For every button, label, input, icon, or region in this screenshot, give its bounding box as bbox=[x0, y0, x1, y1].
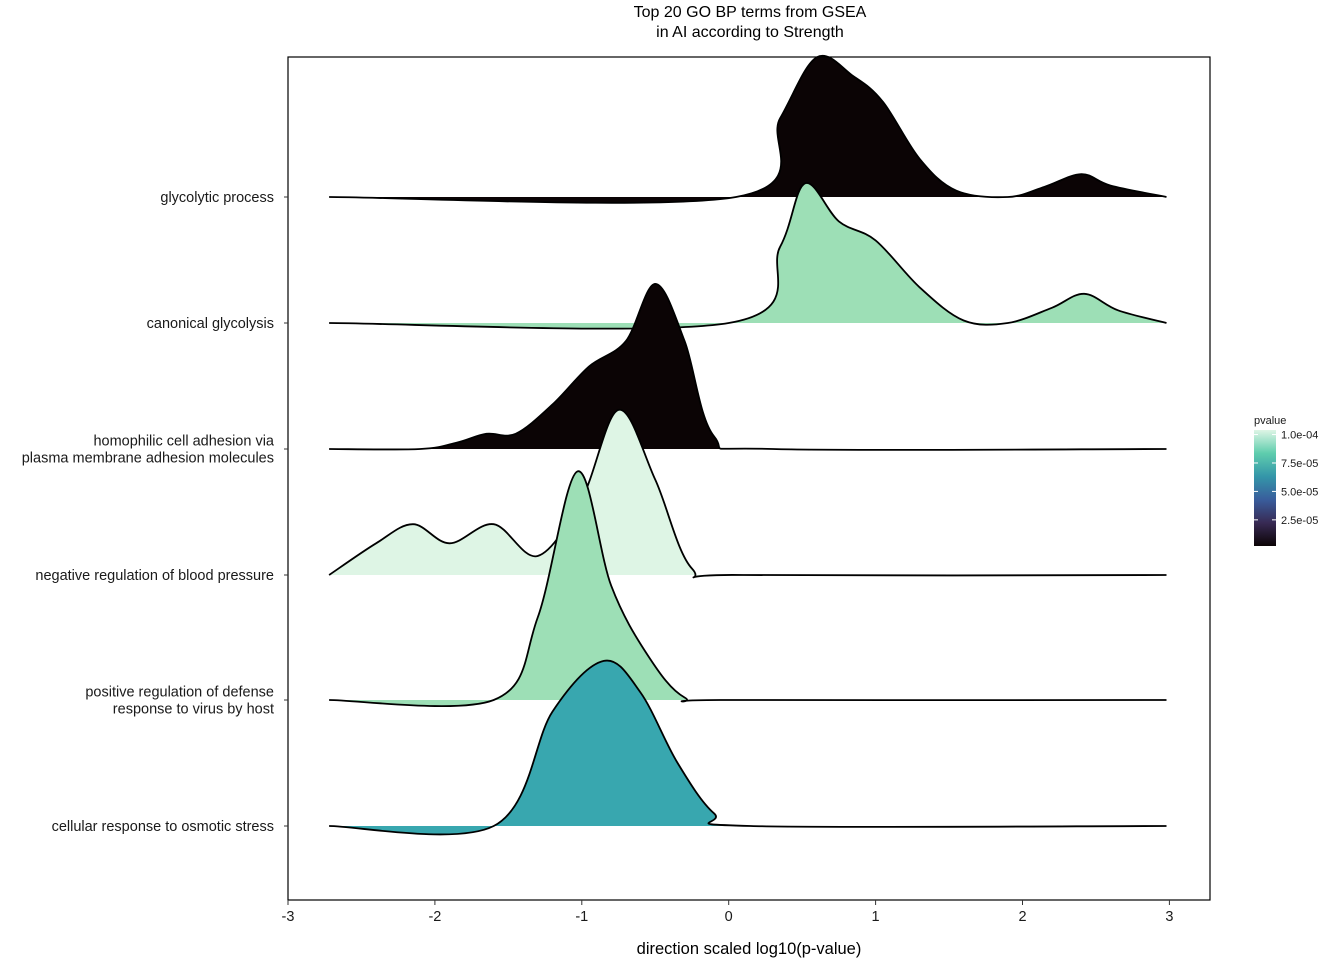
y-tick-label: positive regulation of defense response t… bbox=[85, 685, 274, 718]
x-axis-title: direction scaled log10(p-value) bbox=[637, 940, 862, 958]
ridges-layer bbox=[328, 54, 1167, 836]
legend-tick-label: 5.0e-05 bbox=[1281, 486, 1318, 498]
x-tick-label: -3 bbox=[282, 909, 295, 925]
chart-title: Top 20 GO BP terms from GSEA bbox=[633, 4, 867, 21]
ridge-1 bbox=[329, 182, 1167, 330]
y-tick-label: cellular response to osmotic stress bbox=[52, 819, 274, 835]
x-tick-label: 2 bbox=[1018, 909, 1026, 925]
x-tick-label: 3 bbox=[1165, 909, 1173, 925]
x-tick-label: 1 bbox=[872, 909, 880, 925]
ridge-fill bbox=[329, 55, 1167, 203]
y-tick-label: homophilic cell adhesion via plasma membr… bbox=[22, 434, 275, 467]
ridge-outline bbox=[329, 470, 1167, 708]
y-tick-label: glycolytic process bbox=[160, 190, 274, 206]
x-tick-label: -1 bbox=[575, 909, 588, 925]
x-tick-label: 0 bbox=[725, 909, 733, 925]
ridge-3 bbox=[328, 408, 1167, 579]
legend-tick-label: 2.5e-05 bbox=[1281, 515, 1318, 527]
y-axis: glycolytic process canonical glycolysis ho… bbox=[22, 190, 288, 835]
ridge-0 bbox=[329, 54, 1167, 204]
ridge-outline bbox=[329, 54, 1167, 204]
ridge-4 bbox=[329, 470, 1167, 708]
ridge-fill bbox=[329, 660, 1167, 835]
ridge-outline bbox=[329, 182, 1167, 330]
chart-subtitle: in AI according to Strength bbox=[656, 24, 844, 41]
ridge-2 bbox=[329, 283, 1167, 451]
ridge-fill bbox=[329, 471, 1167, 707]
y-tick-label: negative regulation of blood pressure bbox=[35, 568, 274, 584]
color-legend: pvalue 1.0e-04 7.5e-05 5.0e-05 2.5e-05 bbox=[1254, 415, 1318, 546]
ridge-fill bbox=[329, 182, 1167, 329]
legend-ticks: 1.0e-04 7.5e-05 5.0e-05 2.5e-05 bbox=[1254, 430, 1318, 527]
y-tick-label: canonical glycolysis bbox=[147, 316, 274, 332]
plot-panel-border bbox=[287, 56, 1211, 901]
legend-tick-label: 7.5e-05 bbox=[1281, 458, 1318, 470]
ridge-outline bbox=[328, 408, 1167, 579]
ridge-outline bbox=[329, 283, 1167, 451]
x-axis: -3 -2 -1 0 1 2 3 bbox=[282, 900, 1173, 925]
ridge-outline bbox=[329, 659, 1167, 836]
ridge-fill bbox=[329, 283, 1167, 450]
chart-title-block: Top 20 GO BP terms from GSEA in AI accor… bbox=[288, 3, 1212, 43]
legend-tick-label: 1.0e-04 bbox=[1281, 430, 1318, 442]
legend-colorbar bbox=[1254, 430, 1276, 546]
legend-title: pvalue bbox=[1254, 415, 1286, 427]
x-tick-label: -2 bbox=[428, 909, 441, 925]
ridge-5 bbox=[329, 659, 1167, 836]
ridge-fill bbox=[329, 409, 1167, 578]
